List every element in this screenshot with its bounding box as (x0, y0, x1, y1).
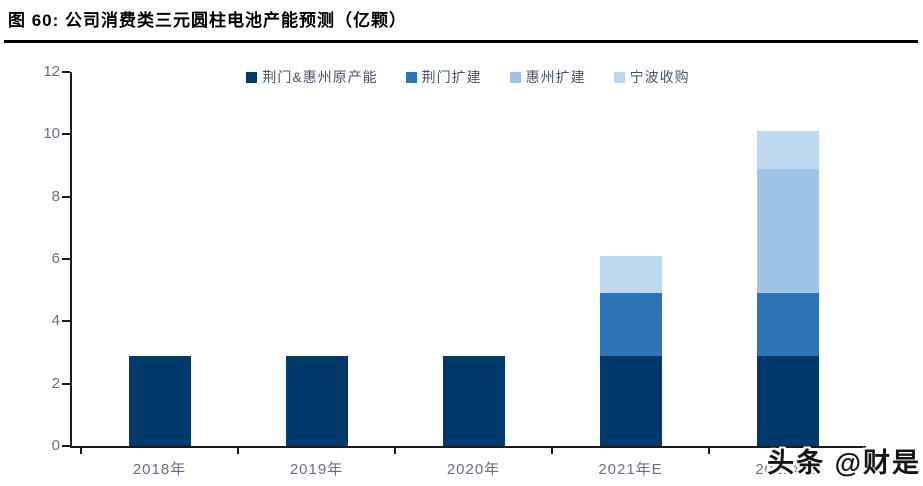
y-axis-tick (62, 382, 70, 385)
x-axis-tick (394, 448, 396, 454)
legend-label: 惠州扩建 (525, 69, 586, 85)
y-axis-tick-label: 6 (51, 250, 60, 267)
x-axis-tick (237, 448, 239, 454)
x-axis-tick (551, 448, 553, 454)
legend-label: 荆门&惠州原产能 (262, 69, 378, 85)
y-axis-tick (62, 320, 70, 323)
bar-segment (285, 355, 348, 446)
bar-segment (756, 355, 819, 446)
x-axis-tick (708, 448, 710, 454)
title-underline (4, 40, 918, 43)
legend-item: 荆门&惠州原产能 (246, 67, 377, 87)
bar-segment (756, 168, 819, 294)
legend-swatch-icon (509, 71, 521, 83)
legend-label: 荆门扩建 (421, 69, 482, 85)
y-axis-tick-label: 0 (51, 437, 60, 454)
x-axis-tick-label: 2019年 (289, 461, 344, 478)
bar-segment (756, 293, 819, 356)
bar-segment (599, 293, 662, 356)
x-axis-tick (80, 448, 82, 454)
legend-swatch-icon (405, 71, 417, 83)
legend-swatch-icon (246, 71, 258, 83)
y-axis-tick (62, 258, 70, 260)
legend-label: 宁波收购 (629, 69, 690, 85)
y-axis-tick-label: 4 (51, 312, 60, 330)
watermark: 头条 @财是 (767, 448, 921, 478)
y-axis-tick (62, 71, 70, 73)
y-axis-tick (62, 445, 70, 447)
x-axis-tick (865, 448, 867, 454)
x-axis-tick-label: 2021年E (598, 461, 663, 478)
x-axis-line (70, 446, 866, 448)
legend-item: 荆门扩建 (405, 67, 482, 87)
figure-title: 图 60: 公司消费类三元圆柱电池产能预测（亿颗） (8, 11, 408, 30)
y-axis-tick-label: 8 (51, 187, 60, 205)
legend-swatch-icon (613, 71, 625, 83)
bar-segment (442, 355, 505, 446)
x-axis-tick-label: 2022年E (755, 461, 820, 478)
x-axis-tick-label: 2018年 (132, 461, 187, 478)
y-axis-line (70, 72, 72, 448)
y-axis-tick-label: 2 (51, 374, 60, 392)
y-axis-tick (62, 133, 70, 136)
y-axis-tick-label: 10 (43, 125, 60, 143)
bar-segment (756, 131, 819, 169)
y-axis-tick-label: 12 (43, 63, 60, 80)
bar-segment (599, 355, 662, 446)
x-axis-tick-label: 2020年 (446, 461, 501, 478)
chart-legend: 荆门&惠州原产能 荆门扩建 惠州扩建 宁波收购 (70, 66, 866, 88)
y-axis-tick (62, 195, 70, 198)
legend-item: 惠州扩建 (509, 67, 586, 87)
bar-segment (599, 255, 662, 294)
bar-segment (128, 355, 191, 446)
legend-item: 宁波收购 (613, 67, 690, 87)
